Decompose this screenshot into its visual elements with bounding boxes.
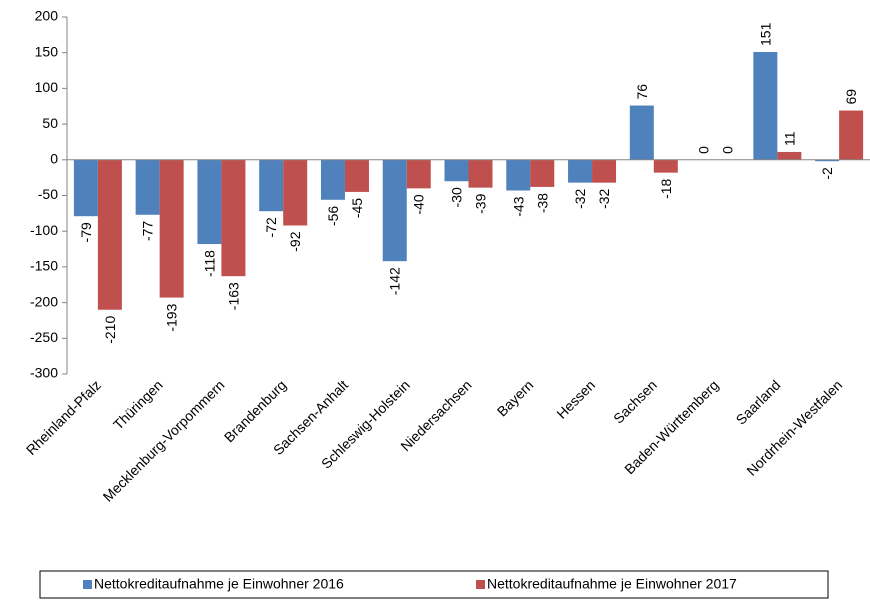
bar <box>777 151 802 160</box>
data-label: -39 <box>473 193 489 213</box>
data-label: -118 <box>201 250 217 277</box>
x-tick-label: Rheinland-Pfalz <box>23 377 104 458</box>
bar <box>97 159 122 310</box>
bar <box>197 159 222 245</box>
x-tick-label: Brandenburg <box>221 377 290 446</box>
bar <box>506 159 531 191</box>
bar <box>406 159 431 189</box>
data-label: -72 <box>263 217 279 237</box>
data-label: -43 <box>510 196 526 216</box>
y-tick-label: -100 <box>30 222 58 238</box>
legend-swatch <box>83 580 92 589</box>
data-label: -32 <box>596 188 612 208</box>
y-tick-label: -50 <box>38 186 58 202</box>
data-label: -79 <box>78 222 94 242</box>
data-label: 151 <box>757 22 773 46</box>
x-tick-label: Thüringen <box>110 377 166 433</box>
bar <box>382 159 407 262</box>
legend-label: Nettokreditaufnahme je Einwohner 2016 <box>94 576 344 592</box>
data-label: -38 <box>534 193 550 213</box>
legend-box <box>39 570 829 599</box>
bar <box>839 110 864 160</box>
legend-label: Nettokreditaufnahme je Einwohner 2017 <box>487 576 737 592</box>
y-tick-label: 50 <box>42 115 58 131</box>
bar <box>283 159 308 226</box>
x-tick-label: Saarland <box>733 377 784 428</box>
data-label: -77 <box>140 221 156 241</box>
bar <box>320 159 345 200</box>
x-tick-label: Mecklenburg-Vorpommern <box>100 377 228 505</box>
y-tick-label: 200 <box>35 8 59 24</box>
x-tick-label: Hessen <box>553 377 598 422</box>
y-tick-label: 100 <box>35 79 59 95</box>
bar <box>815 159 840 162</box>
data-label: -142 <box>387 267 403 295</box>
data-label: -32 <box>572 188 588 208</box>
data-label: -18 <box>658 178 674 198</box>
bar <box>568 159 593 183</box>
bar <box>653 159 678 173</box>
data-label: -45 <box>349 198 365 218</box>
data-label: -40 <box>411 194 427 214</box>
bar <box>444 159 469 182</box>
bar <box>221 159 246 277</box>
y-tick-label: 0 <box>50 151 58 167</box>
bar <box>73 159 98 217</box>
y-tick-label: -150 <box>30 258 58 274</box>
data-label: 0 <box>720 146 736 154</box>
data-label: 0 <box>696 146 712 154</box>
bar <box>530 159 555 187</box>
data-label: -56 <box>325 206 341 226</box>
data-label: -92 <box>287 231 303 251</box>
y-tick-label: -300 <box>30 365 58 381</box>
y-tick-label: 150 <box>35 43 59 59</box>
data-label: -163 <box>225 282 241 310</box>
bar <box>592 159 617 183</box>
bar <box>753 51 778 160</box>
y-tick-label: -250 <box>30 329 58 345</box>
data-label: -210 <box>102 316 118 344</box>
bar <box>259 159 284 212</box>
data-label: 69 <box>843 89 859 105</box>
legend-swatch <box>476 580 485 589</box>
data-label: 76 <box>634 84 650 100</box>
x-tick-label: Bayern <box>494 377 537 420</box>
data-label: -193 <box>164 303 180 331</box>
bar <box>344 159 369 192</box>
x-tick-label: Sachsen <box>610 377 660 427</box>
bar <box>159 159 184 298</box>
data-label: -30 <box>449 187 465 207</box>
bar <box>135 159 160 215</box>
data-label: -2 <box>819 167 835 180</box>
y-tick-label: -200 <box>30 293 58 309</box>
data-label: 11 <box>781 131 797 146</box>
bar <box>629 105 654 160</box>
bar <box>468 159 493 188</box>
